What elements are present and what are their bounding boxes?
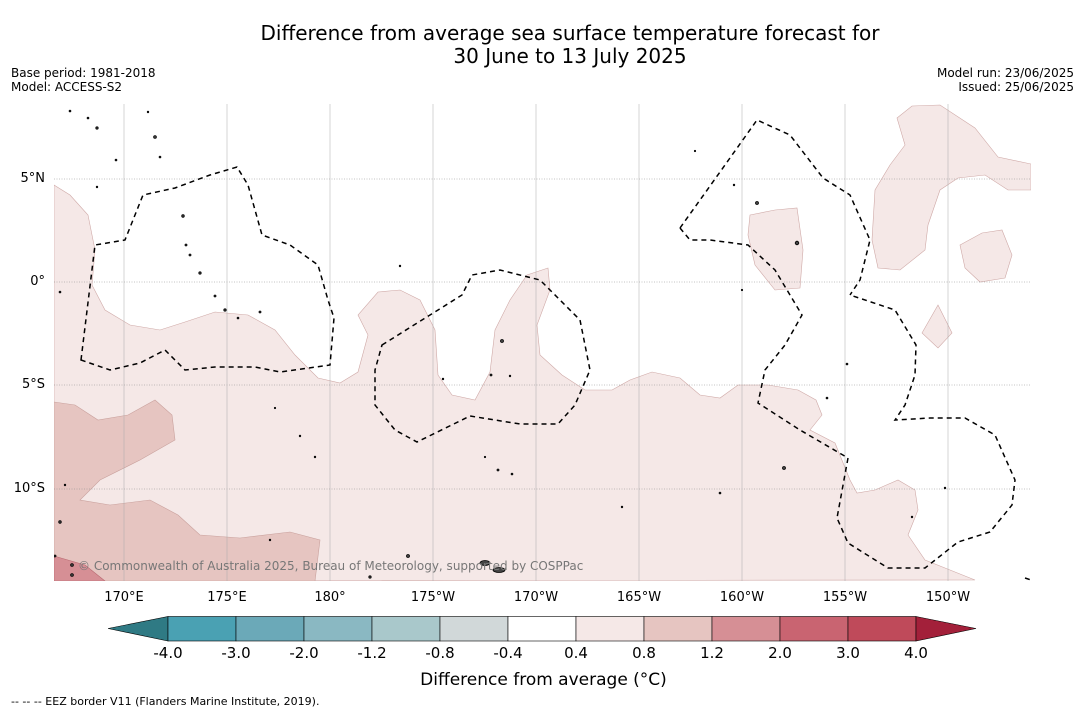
colorbar	[108, 616, 977, 642]
colorbar-bin	[575, 616, 645, 642]
colorbar-tick-label: -1.2	[357, 644, 387, 662]
colorbar-tick-label: 4.0	[904, 644, 928, 662]
issued-date: Issued: 25/06/2025	[958, 80, 1074, 94]
meridians	[123, 104, 949, 581]
colorbar-bin	[439, 616, 509, 642]
anomaly-region-1.2-2.0	[54, 555, 106, 581]
lat-label-5s: 5°S	[21, 377, 45, 392]
lon-label-150w: 150°W	[925, 590, 971, 605]
colorbar-bin	[303, 616, 373, 642]
colorbar-tick-label: 2.0	[768, 644, 792, 662]
colorbar-tick-label: -2.0	[289, 644, 319, 662]
colorbar-bin	[507, 616, 577, 642]
colorbar-bin	[643, 616, 713, 642]
islands	[54, 109, 947, 579]
colorbar-bin	[235, 616, 305, 642]
anomaly-region-0.8-1.2	[54, 399, 321, 581]
eez-legend-note: -- -- -- EEZ border V11 (Flanders Marine…	[11, 695, 320, 708]
lon-label-175e: 175°E	[207, 590, 247, 605]
colorbar-tick-label: -4.0	[153, 644, 183, 662]
sst-anomaly-map	[54, 104, 1031, 581]
model-name: Model: ACCESS-S2	[11, 80, 123, 94]
eez-kiribati-line	[679, 119, 871, 296]
lon-label-170e: 170°E	[104, 590, 144, 605]
meta-left: Base period: 1981-2018 Model: ACCESS-S2	[11, 66, 156, 94]
colorbar-label: Difference from average (°C)	[420, 670, 667, 690]
eez-line-east-tick	[1024, 577, 1031, 581]
colorbar-tick-label: 0.8	[632, 644, 656, 662]
anomaly-region-0.4-0.8	[54, 184, 976, 581]
anomaly-patch-east-small	[921, 304, 953, 349]
lon-label-170w: 170°W	[513, 590, 559, 605]
model-run: Model run: 23/06/2025	[936, 66, 1074, 80]
lon-label-175w: 175°W	[410, 590, 456, 605]
colorbar-extend-low	[108, 616, 169, 642]
meta-right: Model run: 23/06/2025 Issued: 25/06/2025	[937, 66, 1074, 94]
eez-kiribati-phoenix	[374, 269, 591, 443]
colorbar-tick-label: -0.4	[493, 644, 523, 662]
eez-kiribati-gilbert	[80, 166, 335, 373]
colorbar-tick-label: 0.4	[564, 644, 588, 662]
colorbar-bin	[847, 616, 917, 642]
colorbar-tick-label: 1.2	[700, 644, 724, 662]
eez-borders	[80, 119, 1031, 581]
lon-label-165w: 165°W	[616, 590, 662, 605]
colorbar-extend-high	[915, 616, 977, 642]
copyright-notice: © Commonwealth of Australia 2025, Bureau…	[78, 559, 584, 573]
lat-label-0: 0°	[30, 274, 45, 289]
anomaly-patch-central	[747, 207, 804, 291]
colorbar-bin	[779, 616, 849, 642]
anomaly-region-northeast	[871, 104, 1031, 271]
chart-title: Difference from average sea surface temp…	[0, 22, 1085, 68]
colorbar-tick-label: 3.0	[836, 644, 860, 662]
title-line-2: 30 June to 13 July 2025	[453, 44, 687, 68]
base-period: Base period: 1981-2018	[11, 66, 156, 80]
colorbar-bin	[371, 616, 441, 642]
anomaly-patch-east	[959, 229, 1013, 283]
colorbar-bin	[711, 616, 781, 642]
lon-label-180: 180°	[314, 590, 346, 605]
lat-label-5n: 5°N	[20, 171, 46, 186]
colorbar-tick-label: -3.0	[221, 644, 251, 662]
eez-line-south	[679, 227, 1016, 569]
lat-label-10s: 10°S	[13, 481, 45, 496]
colorbar-bin	[167, 616, 237, 642]
colorbar-tick-label: -0.8	[425, 644, 455, 662]
title-line-1: Difference from average sea surface temp…	[260, 21, 880, 45]
lon-label-155w: 155°W	[822, 590, 868, 605]
lon-label-160w: 160°W	[719, 590, 765, 605]
